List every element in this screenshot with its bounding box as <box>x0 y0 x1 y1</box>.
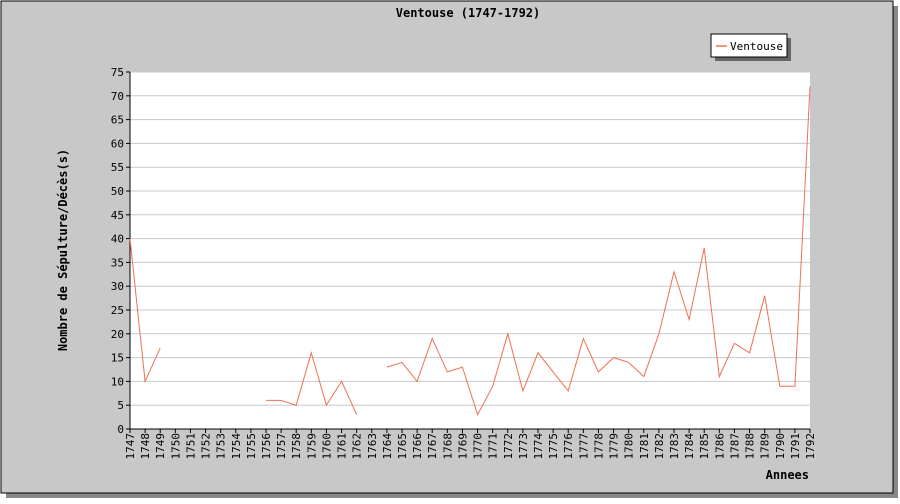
y-tick-label: 20 <box>111 328 124 341</box>
x-tick-label: 1754 <box>230 433 243 460</box>
x-tick-label: 1777 <box>577 433 590 460</box>
y-tick-label: 55 <box>111 161 124 174</box>
series-lines <box>129 86 811 416</box>
x-tick-label: 1776 <box>562 433 575 460</box>
series-line-segment <box>386 86 811 416</box>
x-tick-label: 1751 <box>184 433 197 460</box>
x-tick-label: 1771 <box>487 433 500 460</box>
x-tick-labels: 1747 1748 1749 1750 1751 1752 1753 1754 1755 1756… <box>124 429 817 460</box>
y-axis-label: Nombre de Sépulture/Décès(s) <box>56 149 70 351</box>
y-tick-label: 65 <box>111 114 124 127</box>
x-tick-label: 1780 <box>623 433 636 460</box>
x-tick-label: 1775 <box>547 433 560 460</box>
series-line-segment <box>266 350 358 415</box>
x-tick-label: 1756 <box>260 433 273 460</box>
x-tick-label: 1792 <box>804 433 817 460</box>
x-tick-label: 1749 <box>154 433 167 460</box>
x-tick-label: 1791 <box>789 433 802 460</box>
y-tick-label: 5 <box>117 399 124 412</box>
x-tick-label: 1773 <box>517 433 530 460</box>
x-tick-label: 1787 <box>728 433 741 460</box>
series-line-segment <box>129 238 161 384</box>
x-tick-label: 1752 <box>200 433 213 460</box>
x-tick-label: 1748 <box>139 433 152 460</box>
y-tick-label: 10 <box>111 375 124 388</box>
x-tick-label: 1770 <box>472 433 485 460</box>
y-tick-label: 60 <box>111 137 124 150</box>
x-tick-label: 1765 <box>396 433 409 460</box>
x-tick-label: 1747 <box>124 433 137 460</box>
x-tick-label: 1769 <box>456 433 469 460</box>
x-tick-label: 1757 <box>275 433 288 460</box>
x-tick-label: 1761 <box>336 433 349 460</box>
x-tick-label: 1774 <box>532 433 545 460</box>
x-tick-label: 1763 <box>366 433 379 460</box>
x-tick-label: 1750 <box>169 433 182 460</box>
legend-label-ventouse: Ventouse <box>730 40 783 53</box>
x-tick-label: 1772 <box>502 433 515 460</box>
x-tick-label: 1760 <box>320 433 333 460</box>
x-tick-label: 1762 <box>351 433 364 460</box>
legend: Ventouse <box>710 33 791 61</box>
gridlines <box>126 71 810 430</box>
x-tick-label: 1767 <box>426 433 439 460</box>
x-tick-label: 1764 <box>381 433 394 460</box>
y-tick-label: 75 <box>111 66 124 79</box>
y-tick-labels: 0 5 10 15 20 25 30 35 40 45 50 55 60 65 70 75 <box>111 66 124 436</box>
legend-box <box>710 33 788 58</box>
y-tick-label: 35 <box>111 256 124 269</box>
y-tick-label: 15 <box>111 352 124 365</box>
x-tick-label: 1786 <box>713 433 726 460</box>
x-tick-label: 1759 <box>305 433 318 460</box>
x-tick-label: 1788 <box>744 433 757 460</box>
x-tick-label: 1766 <box>411 433 424 460</box>
x-tick-label: 1784 <box>683 433 696 460</box>
x-tick-label: 1782 <box>653 433 666 460</box>
y-tick-label: 70 <box>111 90 124 103</box>
x-tick-label: 1758 <box>290 433 303 460</box>
y-tick-label: 30 <box>111 280 124 293</box>
y-tick-label: 45 <box>111 209 124 222</box>
y-tick-label: 40 <box>111 233 124 246</box>
x-tick-label: 1785 <box>698 433 711 460</box>
x-tick-label: 1768 <box>441 433 454 460</box>
axes <box>129 72 810 430</box>
x-tick-label: 1789 <box>759 433 772 460</box>
y-tick-label: 0 <box>117 423 124 436</box>
x-tick-label: 1755 <box>245 433 258 460</box>
y-tick-label: 50 <box>111 185 124 198</box>
x-axis-label: Annees <box>766 468 809 482</box>
x-tick-label: 1753 <box>215 433 228 460</box>
x-tick-label: 1790 <box>774 433 787 460</box>
x-tick-label: 1783 <box>668 433 681 460</box>
y-tick-label: 25 <box>111 304 124 317</box>
x-tick-label: 1779 <box>608 433 621 460</box>
plot-area <box>130 72 810 429</box>
chart-title: Ventouse (1747-1792) <box>396 6 541 20</box>
x-tick-label: 1781 <box>638 433 651 460</box>
x-tick-label: 1778 <box>592 433 605 460</box>
